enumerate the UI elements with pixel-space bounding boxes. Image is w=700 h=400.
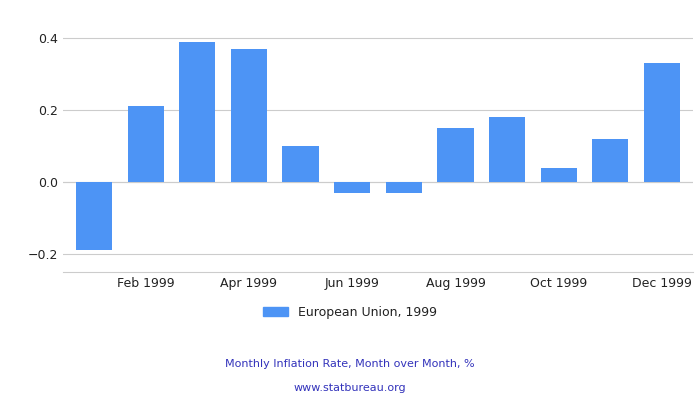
Bar xyxy=(644,63,680,182)
Text: Monthly Inflation Rate, Month over Month, %: Monthly Inflation Rate, Month over Month… xyxy=(225,359,475,369)
Bar xyxy=(283,146,318,182)
Bar xyxy=(127,106,164,182)
Legend: European Union, 1999: European Union, 1999 xyxy=(258,301,442,324)
Bar xyxy=(179,42,216,182)
Bar xyxy=(334,182,370,193)
Bar xyxy=(231,49,267,182)
Bar xyxy=(76,182,112,250)
Text: www.statbureau.org: www.statbureau.org xyxy=(294,383,406,393)
Bar xyxy=(540,168,577,182)
Bar xyxy=(592,139,629,182)
Bar xyxy=(386,182,422,193)
Bar xyxy=(489,117,525,182)
Bar xyxy=(438,128,473,182)
